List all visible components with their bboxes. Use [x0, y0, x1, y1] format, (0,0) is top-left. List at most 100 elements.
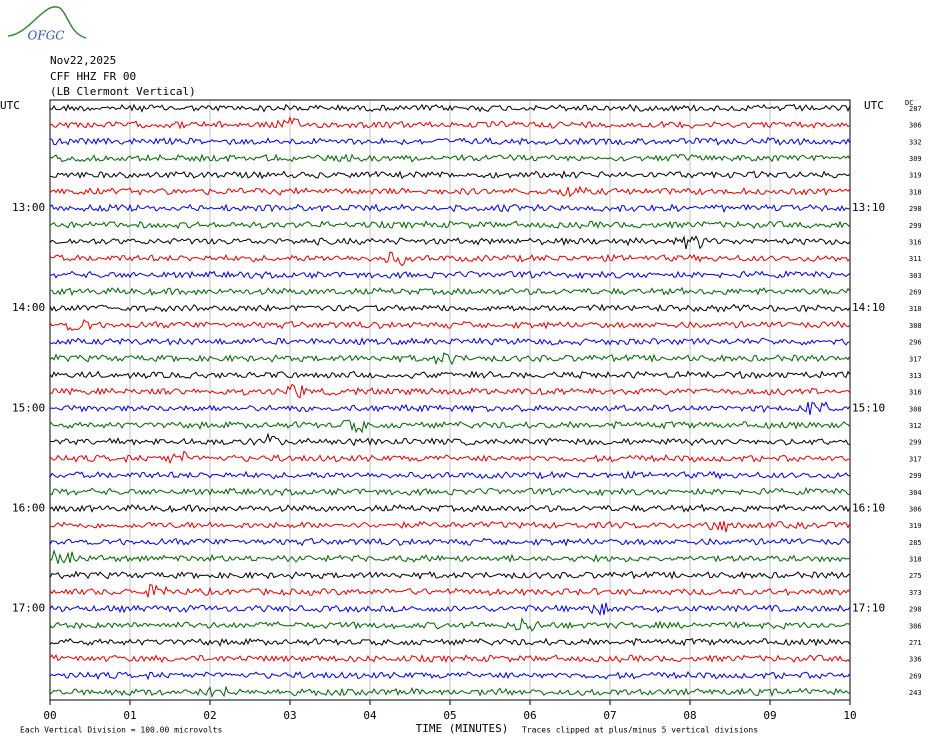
trace: [49, 470, 851, 480]
left-time-label: 16:00: [12, 501, 45, 514]
dc-value: 275: [909, 572, 922, 580]
dc-value: 299: [909, 472, 922, 480]
x-tick-label: 01: [123, 709, 136, 722]
trace: [49, 450, 851, 465]
trace: [49, 251, 851, 267]
trace: [49, 370, 851, 380]
trace: [49, 303, 851, 313]
dc-value: 303: [909, 272, 922, 280]
dc-value: 298: [909, 606, 922, 614]
trace: [49, 616, 851, 632]
trace: [49, 401, 851, 415]
trace: [49, 503, 851, 513]
trace: [49, 170, 851, 180]
dc-value: 318: [909, 556, 922, 564]
left-time-label: 17:00: [12, 602, 45, 615]
left-time-label: 14:00: [12, 301, 45, 314]
dc-title: DC: [905, 99, 913, 107]
dc-value: 310: [909, 305, 922, 313]
x-tick-label: 08: [683, 709, 696, 722]
left-time-label: 13:00: [12, 201, 45, 214]
trace: [49, 136, 851, 146]
logo-mark: [7, 6, 87, 39]
dc-value: 299: [909, 439, 922, 447]
trace: [49, 103, 851, 113]
trace: [49, 583, 851, 598]
dc-value: 308: [909, 322, 922, 330]
trace: [49, 419, 851, 434]
trace: [49, 486, 851, 497]
trace: [49, 383, 851, 399]
left-time-label: 15:00: [12, 401, 45, 414]
x-tick-label: 09: [763, 709, 776, 722]
dc-value: 313: [909, 372, 922, 380]
trace: [49, 203, 850, 214]
dc-value: 299: [909, 222, 922, 230]
x-tick-label: 03: [283, 709, 296, 722]
x-tick-label: 06: [523, 709, 536, 722]
logo-text: OFGC: [28, 29, 65, 43]
right-time-label: 16:10: [852, 501, 885, 514]
dc-value: 318: [909, 188, 922, 196]
dc-value: 306: [909, 122, 922, 130]
trace: [49, 537, 851, 547]
dc-value: 316: [909, 389, 922, 397]
trace: [49, 520, 851, 533]
right-time-label: 17:10: [852, 602, 885, 615]
trace: [49, 115, 851, 130]
trace: [49, 549, 851, 564]
location: (LB Clermont Vertical): [50, 85, 196, 98]
dc-value: 306: [909, 505, 922, 513]
trace: [49, 220, 851, 230]
trace: [49, 602, 851, 617]
trace: [49, 352, 851, 366]
trace: [49, 570, 851, 580]
dc-value: 243: [909, 689, 922, 697]
dc-value: 298: [909, 205, 922, 213]
trace: [49, 269, 851, 280]
dc-value: 319: [909, 522, 922, 530]
x-tick-label: 07: [603, 709, 616, 722]
x-tick-label: 02: [203, 709, 216, 722]
dc-value: 309: [909, 155, 922, 163]
trace: [49, 637, 851, 647]
dc-value: 373: [909, 589, 922, 597]
dc-value: 304: [909, 489, 922, 497]
dc-value: 336: [909, 656, 922, 664]
clip-note: Traces clipped at plus/minus 5 vertical …: [522, 726, 758, 735]
dc-value: 332: [909, 138, 922, 146]
dc-value: 319: [909, 172, 922, 180]
dc-value: 285: [909, 539, 922, 547]
dc-value: 317: [909, 455, 922, 463]
x-tick-label: 05: [443, 709, 456, 722]
dc-value: 269: [909, 672, 922, 680]
dc-value: 287: [909, 105, 922, 113]
trace: [49, 432, 851, 447]
dc-value: 308: [909, 405, 922, 413]
x-tick-label: 04: [363, 709, 377, 722]
trace: [49, 286, 851, 297]
trace: [49, 336, 850, 346]
dc-value: 296: [909, 339, 922, 347]
date: Nov22,2025: [50, 54, 116, 67]
right-unit: UTC: [864, 99, 884, 112]
trace: [49, 653, 851, 664]
dc-value: 311: [909, 255, 922, 263]
station: CFF HHZ FR 00: [50, 70, 136, 83]
dc-value: 316: [909, 238, 922, 246]
x-axis-title: TIME (MINUTES): [416, 722, 509, 735]
right-time-label: 14:10: [852, 301, 885, 314]
trace: [49, 670, 851, 681]
trace: [49, 318, 851, 331]
trace: [49, 685, 851, 699]
dc-value: 312: [909, 422, 922, 430]
dc-value: 306: [909, 622, 922, 630]
dc-value: 271: [909, 639, 922, 647]
right-time-label: 13:10: [852, 201, 885, 214]
dc-value: 269: [909, 289, 922, 297]
x-tick-label: 10: [843, 709, 856, 722]
right-time-label: 15:10: [852, 401, 885, 414]
trace: [49, 153, 851, 163]
x-tick-label: 00: [43, 709, 56, 722]
